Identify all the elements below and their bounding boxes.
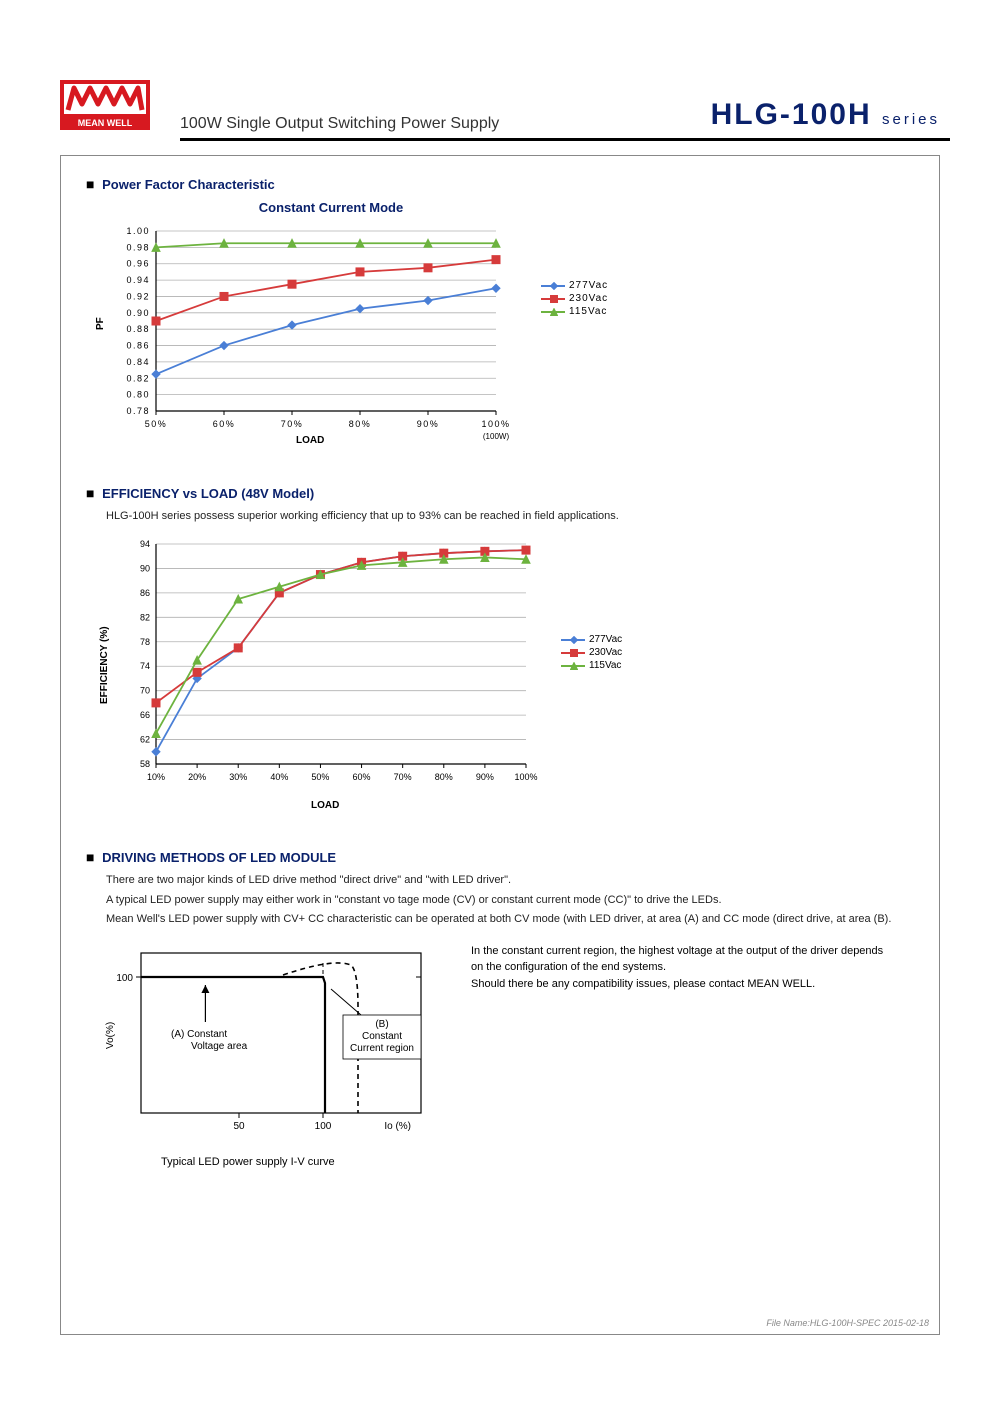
iv-chart: 100 50 100 Io (%) Vo(%) (A) ConstantVoltage a… xyxy=(101,943,441,1143)
eff-title-text: EFFICIENCY vs LOAD (48V Model) xyxy=(102,486,314,501)
svg-text:0.82: 0.82 xyxy=(126,373,150,383)
svg-text:0.96: 0.96 xyxy=(126,259,150,269)
eff-section-title: ■ EFFICIENCY vs LOAD (48V Model) xyxy=(86,485,914,501)
svg-text:0.92: 0.92 xyxy=(126,291,150,301)
svg-text:66: 66 xyxy=(140,711,150,721)
svg-text:60%: 60% xyxy=(213,419,236,429)
svg-text:(B): (B) xyxy=(375,1019,388,1030)
svg-text:30%: 30% xyxy=(229,772,247,782)
svg-text:58: 58 xyxy=(140,759,150,769)
header-divider xyxy=(180,138,950,141)
svg-text:70%: 70% xyxy=(281,419,304,429)
footer-text: File Name:HLG-100H-SPEC 2015-02-18 xyxy=(766,1318,929,1328)
iv-wrap: 100 50 100 Io (%) Vo(%) (A) ConstantVoltage a… xyxy=(101,943,914,1173)
svg-text:0.90: 0.90 xyxy=(126,308,150,318)
iv-side2: Should there be any compatibility issues… xyxy=(471,976,891,993)
eff-desc: HLG-100H series possess superior working… xyxy=(106,509,914,524)
svg-text:0.78: 0.78 xyxy=(126,406,150,416)
pf-section-title: ■ Power Factor Characteristic xyxy=(86,176,914,192)
svg-text:82: 82 xyxy=(140,613,150,623)
drive-para2: A typical LED power supply may either wo… xyxy=(106,893,914,908)
legend-item: 115Vac xyxy=(541,306,608,317)
svg-text:0.94: 0.94 xyxy=(126,275,150,285)
svg-text:50: 50 xyxy=(233,1121,245,1132)
iv-side1: In the constant current region, the high… xyxy=(471,943,891,976)
pf-ylabel: PF xyxy=(95,317,106,330)
legend-item: 277Vac xyxy=(561,634,622,645)
svg-text:(A) Constant: (A) Constant xyxy=(171,1029,227,1040)
drive-para1: There are two major kinds of LED drive m… xyxy=(106,873,914,888)
svg-text:10%: 10% xyxy=(147,772,165,782)
svg-text:0.86: 0.86 xyxy=(126,341,150,351)
meanwell-logo: MEAN WELL xyxy=(60,80,150,130)
svg-text:0.98: 0.98 xyxy=(126,242,150,252)
svg-text:100%: 100% xyxy=(481,419,510,429)
svg-text:100: 100 xyxy=(315,1121,332,1132)
legend-item: 277Vac xyxy=(541,280,608,291)
svg-text:90: 90 xyxy=(140,564,150,574)
svg-text:74: 74 xyxy=(140,662,150,672)
pf-chart: 0.78 0.80 0.82 0.84 0.86 0.88 0.90 0.92 0.94 0.96… xyxy=(101,221,521,441)
legend-item: 115Vac xyxy=(561,660,622,671)
svg-text:40%: 40% xyxy=(270,772,288,782)
drive-title-text: DRIVING METHODS OF LED MODULE xyxy=(102,850,336,865)
svg-text:90%: 90% xyxy=(476,772,494,782)
svg-text:86: 86 xyxy=(140,588,150,598)
pf-legend: 277Vac 230Vac 115Vac xyxy=(541,280,608,319)
iv-caption: Typical LED power supply I-V curve xyxy=(161,1156,914,1168)
iv-side-text: In the constant current region, the high… xyxy=(471,943,891,993)
svg-text:Current region: Current region xyxy=(350,1043,414,1054)
product-name: HLG-100H xyxy=(711,98,872,131)
svg-text:MEAN WELL: MEAN WELL xyxy=(78,118,133,128)
svg-text:1.00: 1.00 xyxy=(126,226,150,236)
eff-chart-wrap: 58 62 66 70 74 78 82 86 90 94 10% 20% 30% 40% 50% 60% 70… xyxy=(101,534,914,824)
product-series: series xyxy=(882,111,940,128)
eff-ylabel: EFFICIENCY (%) xyxy=(99,627,110,705)
svg-text:90%: 90% xyxy=(417,419,440,429)
svg-text:60%: 60% xyxy=(353,772,371,782)
eff-chart: 58 62 66 70 74 78 82 86 90 94 10% 20% 30% 40% 50% 60% 70… xyxy=(101,534,551,804)
legend-item: 230Vac xyxy=(541,293,608,304)
eff-legend: 277Vac 230Vac 115Vac xyxy=(561,634,622,673)
pf-chart-title: Constant Current Mode xyxy=(151,200,511,215)
svg-text:70: 70 xyxy=(140,686,150,696)
svg-text:Voltage area: Voltage area xyxy=(191,1041,248,1052)
svg-text:0.80: 0.80 xyxy=(126,390,150,400)
pf-xlabel: LOAD xyxy=(296,435,324,446)
eff-xlabel: LOAD xyxy=(311,800,339,811)
svg-text:78: 78 xyxy=(140,637,150,647)
svg-text:(100W): (100W) xyxy=(483,432,510,441)
svg-text:0.84: 0.84 xyxy=(126,357,150,367)
svg-text:62: 62 xyxy=(140,735,150,745)
svg-text:20%: 20% xyxy=(188,772,206,782)
drive-section-title: ■ DRIVING METHODS OF LED MODULE xyxy=(86,849,914,865)
svg-text:Vo(%): Vo(%) xyxy=(105,1021,116,1048)
svg-text:70%: 70% xyxy=(394,772,412,782)
pf-title-text: Power Factor Characteristic xyxy=(102,177,275,192)
drive-para3: Mean Well's LED power supply with CV+ CC… xyxy=(106,912,914,927)
product-title: HLG-100H series xyxy=(711,98,940,132)
content-container: ■ Power Factor Characteristic Constant C… xyxy=(60,155,940,1335)
svg-text:0.88: 0.88 xyxy=(126,324,150,334)
svg-text:50%: 50% xyxy=(311,772,329,782)
svg-text:Io (%): Io (%) xyxy=(384,1121,411,1132)
page-subtitle: 100W Single Output Switching Power Suppl… xyxy=(180,115,499,133)
svg-text:80%: 80% xyxy=(435,772,453,782)
pf-chart-wrap: Constant Current Mode 0.780.800.820.840.… xyxy=(101,200,914,460)
svg-text:100: 100 xyxy=(116,973,133,984)
svg-text:100%: 100% xyxy=(514,772,537,782)
svg-text:Constant: Constant xyxy=(362,1031,402,1042)
svg-text:94: 94 xyxy=(140,539,150,549)
legend-item: 230Vac xyxy=(561,647,622,658)
svg-text:80%: 80% xyxy=(349,419,372,429)
svg-text:50%: 50% xyxy=(145,419,168,429)
